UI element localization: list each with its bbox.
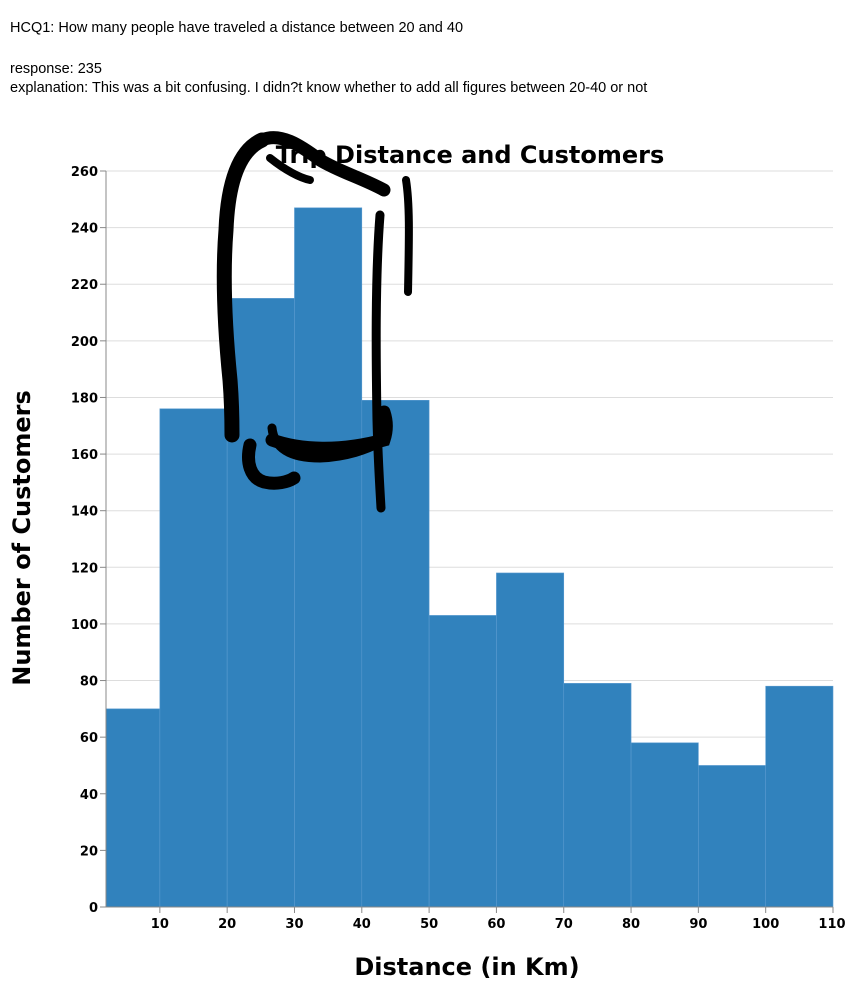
scribble-stroke xyxy=(402,176,413,296)
scribble-stroke xyxy=(216,132,270,443)
x-tick-label: 100 xyxy=(752,917,779,932)
scribble-stroke xyxy=(255,131,391,197)
y-tick-label: 140 xyxy=(71,505,98,520)
y-tick-label: 240 xyxy=(71,222,98,237)
histogram-bar xyxy=(496,572,565,908)
y-tick-label: 260 xyxy=(71,165,98,180)
histogram-bar xyxy=(698,765,766,908)
histogram-bar xyxy=(105,708,161,908)
y-tick-label: 60 xyxy=(80,731,98,746)
scribble-stroke xyxy=(242,438,301,490)
scribble-stroke xyxy=(267,423,389,463)
x-tick-label: 60 xyxy=(487,917,505,932)
x-tick-label: 10 xyxy=(151,917,169,932)
y-tick-label: 160 xyxy=(71,448,98,463)
y-tick-label: 220 xyxy=(71,278,98,293)
y-tick-label: 100 xyxy=(71,618,98,633)
histogram-bar xyxy=(294,207,363,908)
scribble-stroke xyxy=(266,154,314,184)
x-tick-label: 20 xyxy=(218,917,236,932)
histogram-bar xyxy=(765,685,834,908)
y-tick-label: 20 xyxy=(80,844,98,859)
histogram-bar xyxy=(630,742,699,908)
question-text: HCQ1: How many people have traveled a di… xyxy=(10,20,464,36)
histogram-bar xyxy=(159,408,228,908)
axes xyxy=(100,170,834,913)
x-tick-label: 30 xyxy=(285,917,303,932)
bars xyxy=(105,207,834,908)
y-tick-label: 0 xyxy=(89,901,98,916)
x-tick-label: 70 xyxy=(555,917,573,932)
x-tick-label: 40 xyxy=(353,917,371,932)
x-axis-title: Distance (in Km) xyxy=(354,953,579,981)
histogram-bar xyxy=(563,683,632,908)
scribble-stroke xyxy=(371,210,386,513)
hand-drawn-scribble xyxy=(216,131,413,513)
tick-labels: 0 20 40 60 80 100 120 140 160 180 200 220 240 260 10 20… xyxy=(71,165,846,932)
x-tick-label: 110 xyxy=(818,917,845,932)
y-tick-label: 120 xyxy=(71,561,98,576)
y-tick-label: 200 xyxy=(71,335,98,350)
x-tick-label: 80 xyxy=(622,917,640,932)
y-tick-label: 40 xyxy=(80,788,98,803)
histogram-bar xyxy=(428,615,497,908)
histogram-bar xyxy=(361,399,430,908)
x-tick-label: 50 xyxy=(420,917,438,932)
y-tick-label: 80 xyxy=(80,675,98,690)
explanation-text: explanation: This was a bit confusing. I… xyxy=(10,80,648,96)
y-axis-title: Number of Customers xyxy=(8,390,36,685)
x-tick-label: 90 xyxy=(689,917,707,932)
response-text: response: 235 xyxy=(10,61,102,77)
histogram-bar xyxy=(226,298,295,908)
y-tick-label: 180 xyxy=(71,391,98,406)
